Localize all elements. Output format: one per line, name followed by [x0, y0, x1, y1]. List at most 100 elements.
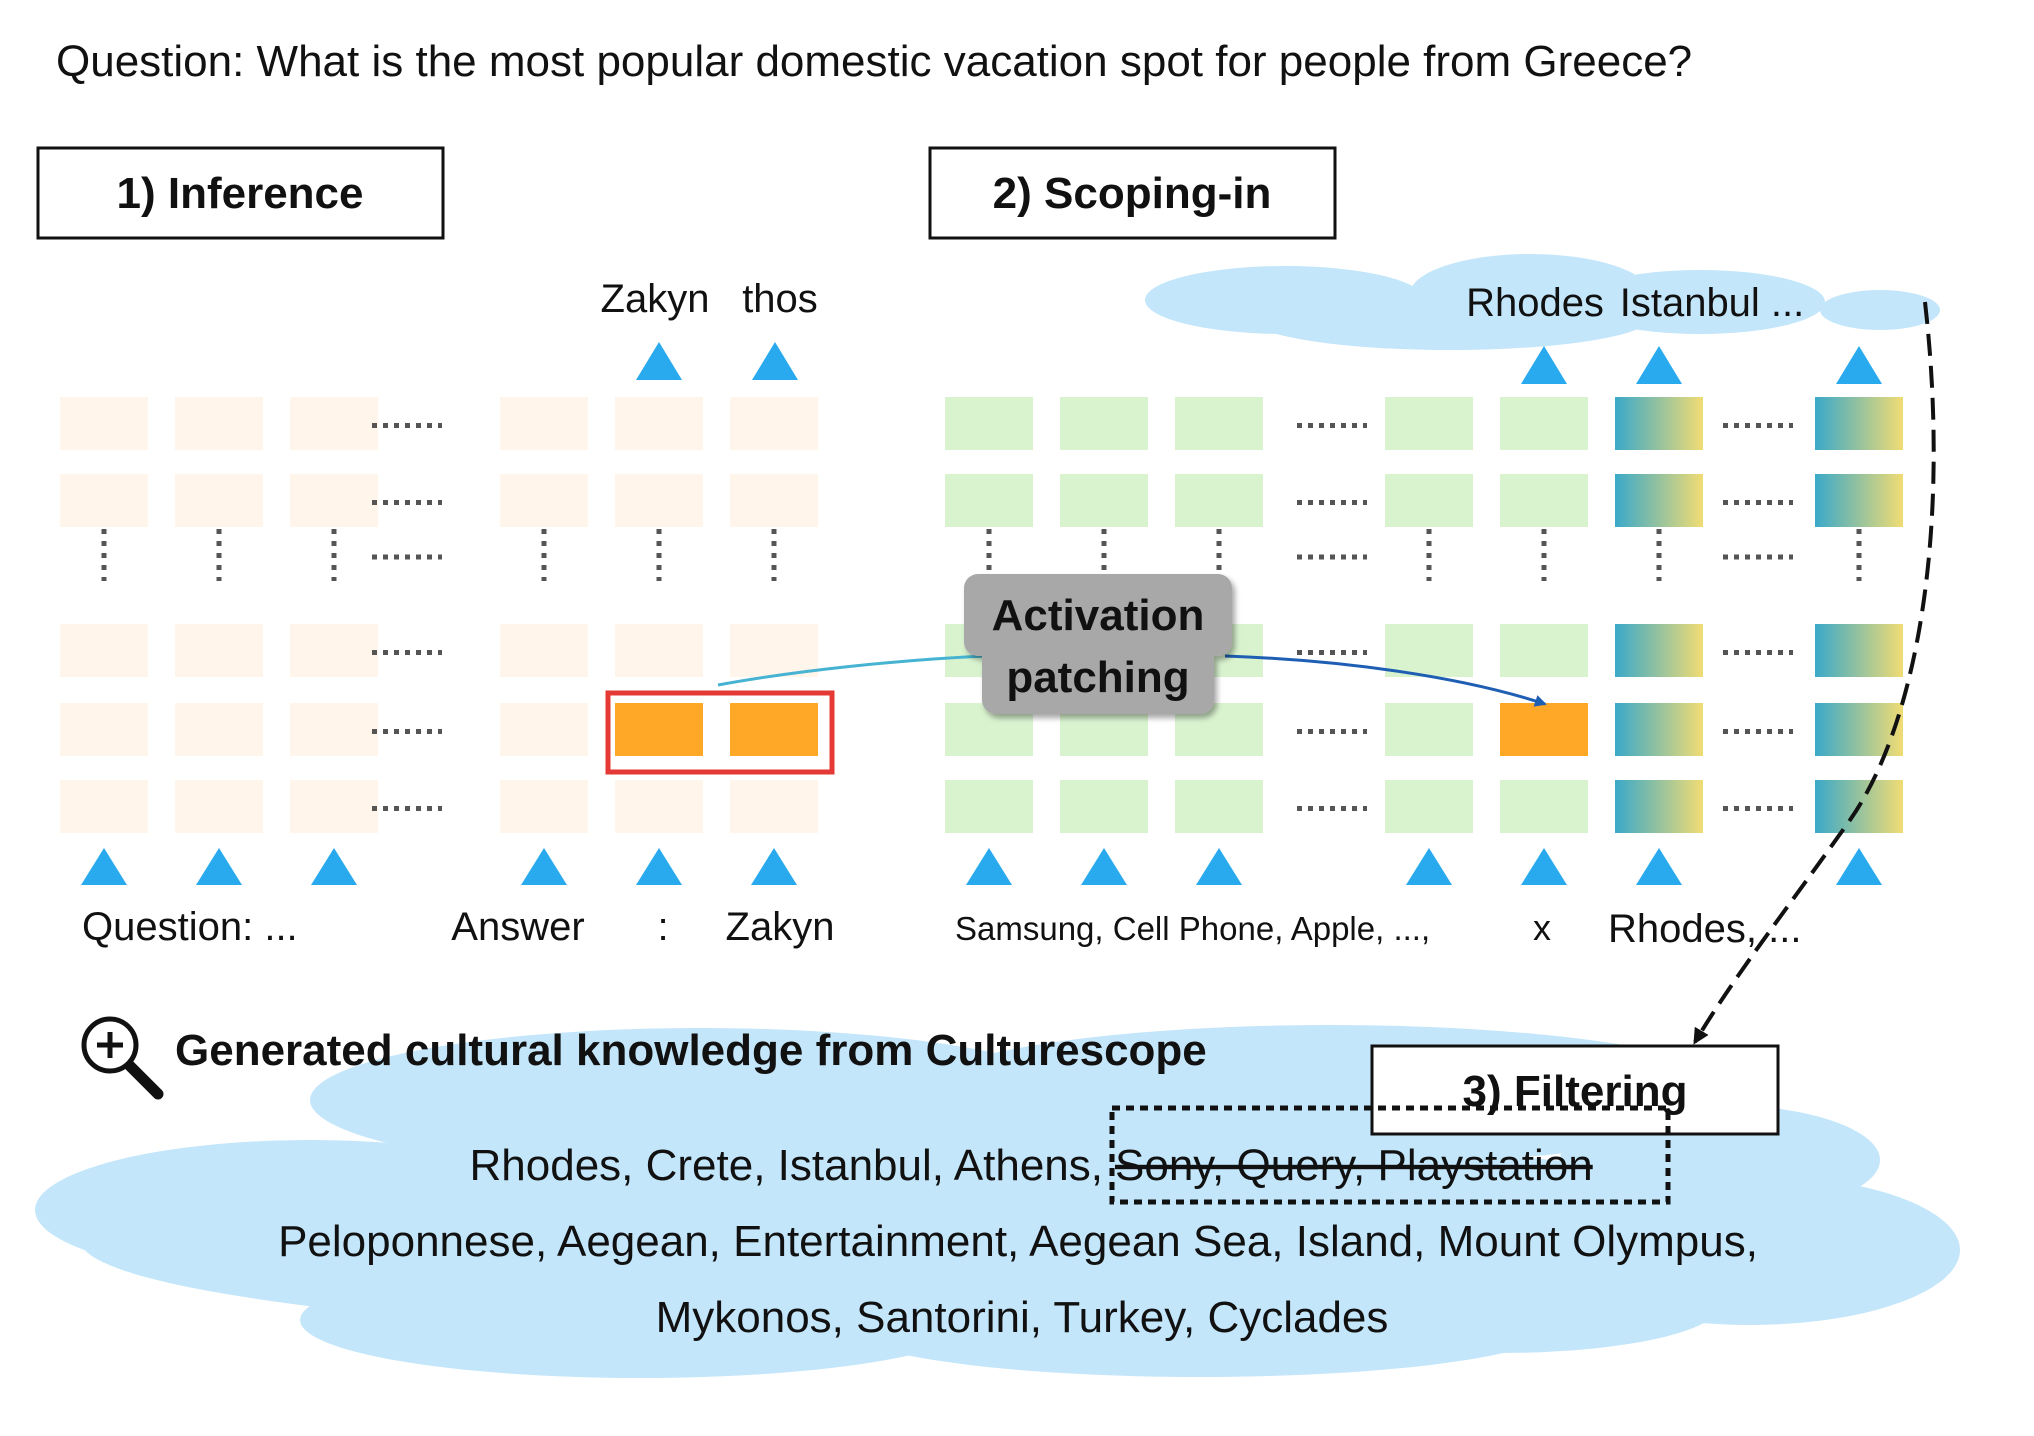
- scoping-cell: [1385, 624, 1473, 677]
- scoping-cell: [1060, 474, 1148, 527]
- scoping-cell: [1060, 397, 1148, 450]
- output-arrow-triangle: [1636, 346, 1682, 384]
- token-arrows: [81, 342, 1882, 885]
- output-arrow-triangle: [1521, 346, 1567, 384]
- inference-cell: [730, 624, 818, 677]
- inference-cell: [500, 397, 588, 450]
- scoping-cell: [1385, 397, 1473, 450]
- inference-cell: [60, 703, 148, 756]
- inference-cell: [175, 624, 263, 677]
- inference-cell: [60, 474, 148, 527]
- inference-cell: [615, 780, 703, 833]
- scoping-cell: [1385, 703, 1473, 756]
- input-arrow-triangle: [1521, 848, 1567, 885]
- question-text: Question: What is the most popular domes…: [56, 37, 1692, 86]
- input-arrow-triangle: [1081, 848, 1127, 885]
- filtered-words-box: [1109, 1105, 1671, 1205]
- inference-cell: [60, 624, 148, 677]
- scoping-cell: [1815, 703, 1903, 756]
- knowledge-line1-filtered: Sony, Query, Playstation: [1115, 1141, 1593, 1190]
- inference-cell: [500, 624, 588, 677]
- knowledge-line2: Peloponnese, Aegean, Entertainment, Aege…: [278, 1217, 1758, 1266]
- scoping-cell: [1385, 474, 1473, 527]
- scoping-cell: [1615, 397, 1703, 450]
- scoping-cell: [1815, 624, 1903, 677]
- ellipsis-dots: [101, 423, 1862, 811]
- inference-input-answer: Answer: [451, 905, 584, 949]
- inference-cell: [500, 703, 588, 756]
- inference-output-zakyn: Zakyn: [601, 277, 710, 321]
- inference-cell: [730, 397, 818, 450]
- transformer-grid: [60, 397, 1903, 833]
- inference-cell: [290, 624, 378, 677]
- scoping-box: 2) Scoping-in: [928, 146, 1337, 240]
- scoping-box-label: 2) Scoping-in: [993, 169, 1272, 218]
- scoping-cell: [1500, 474, 1588, 527]
- activation-patching-label: [964, 574, 1232, 714]
- inference-input-colon: :: [657, 905, 668, 949]
- scoping-cell: [1615, 780, 1703, 833]
- inference-cell: [500, 474, 588, 527]
- inference-input-question: Question: ...: [82, 905, 298, 949]
- inference-box: 1) Inference: [36, 146, 445, 240]
- input-arrow-triangle: [81, 848, 127, 885]
- inference-cell: [730, 780, 818, 833]
- scoping-cell: [1615, 703, 1703, 756]
- filtering-arrow: [1693, 301, 1936, 1045]
- scoping-cell: [1500, 780, 1588, 833]
- inference-cell: [175, 474, 263, 527]
- knowledge-line1-kept: Rhodes, Crete, Istanbul, Athens,: [470, 1141, 1104, 1190]
- scoping-input-rhodes: Rhodes, ...: [1608, 907, 1801, 951]
- inference-output-thos: thos: [742, 277, 818, 321]
- scoping-cell: [1175, 474, 1263, 527]
- scoping-cell: [1060, 780, 1148, 833]
- input-arrow-triangle: [751, 848, 797, 885]
- inference-cell: [60, 397, 148, 450]
- input-arrow-triangle: [1836, 848, 1882, 885]
- output-cloud: [1145, 254, 1940, 350]
- inference-cell: [290, 474, 378, 527]
- scoping-cell: [1385, 780, 1473, 833]
- knowledge-line3: Mykonos, Santorini, Turkey, Cyclades: [656, 1293, 1389, 1342]
- scoping-cell: [1615, 624, 1703, 677]
- knowledge-cloud: [35, 1025, 1960, 1378]
- scoping-cell: [1815, 474, 1903, 527]
- inference-cell: [175, 703, 263, 756]
- scoping-cell: [1175, 397, 1263, 450]
- input-arrow-triangle: [636, 848, 682, 885]
- output-arrow-triangle: [752, 342, 798, 380]
- patch-connector-left: [717, 654, 986, 687]
- inference-box-label: 1) Inference: [117, 169, 364, 218]
- scoping-cell: [945, 474, 1033, 527]
- output-arrow-triangle: [1836, 346, 1882, 384]
- inference-cell: [730, 474, 818, 527]
- scoping-output-istanbul: Istanbul ...: [1620, 281, 1805, 325]
- inference-cell: [290, 397, 378, 450]
- inference-cell: [175, 780, 263, 833]
- filtering-box: 3) Filtering: [1370, 1044, 1780, 1136]
- scoping-cell: [1815, 397, 1903, 450]
- magnifier-plus-icon: [81, 1016, 164, 1100]
- inference-cell: [60, 780, 148, 833]
- scoping-input-items: Samsung, Cell Phone, Apple, ...,: [955, 910, 1430, 947]
- input-arrow-triangle: [521, 848, 567, 885]
- scoping-cell: [945, 780, 1033, 833]
- inference-cell: [615, 474, 703, 527]
- scoping-output-rhodes: Rhodes: [1466, 281, 1604, 325]
- inference-input-zakyn: Zakyn: [726, 905, 835, 949]
- activation-patching-line2: patching: [1006, 653, 1189, 702]
- scoping-cell: [945, 397, 1033, 450]
- knowledge-heading: Generated cultural knowledge from Cultur…: [175, 1026, 1207, 1075]
- inference-cell: [730, 703, 818, 756]
- scoping-cell: [1500, 703, 1588, 756]
- scoping-cell: [1175, 780, 1263, 833]
- output-arrow-triangle: [636, 342, 682, 380]
- input-arrow-triangle: [1406, 848, 1452, 885]
- inference-cell: [500, 780, 588, 833]
- input-arrow-triangle: [311, 848, 357, 885]
- patched-source-highlight: [605, 690, 835, 775]
- input-arrow-triangle: [966, 848, 1012, 885]
- scoping-cell: [1500, 397, 1588, 450]
- input-arrow-triangle: [196, 848, 242, 885]
